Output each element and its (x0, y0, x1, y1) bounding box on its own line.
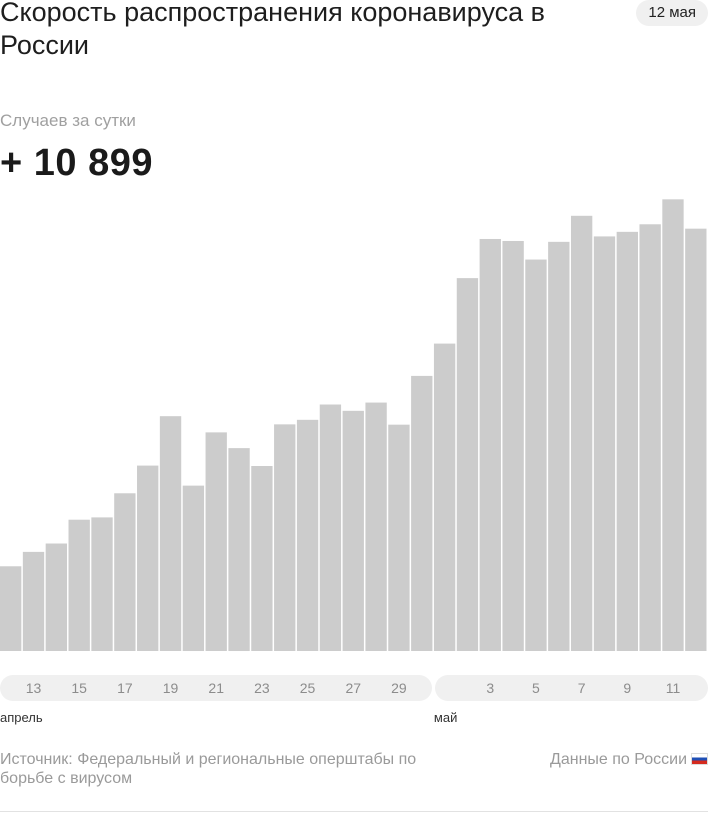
x-tick-label: 13 (25, 680, 42, 696)
russia-flag-icon (691, 753, 708, 765)
bar-chart (0, 199, 707, 652)
april-axis-pill[interactable] (0, 675, 432, 701)
x-axis: 13 15 17 19 21 23 25 27 29 3 5 7 9 11 (0, 675, 708, 701)
x-tick-label: 3 (486, 680, 495, 696)
x-tick-label: 15 (71, 680, 87, 696)
x-tick-label: 19 (162, 680, 179, 696)
bottom-divider (0, 811, 708, 812)
bar-14[interactable] (296, 419, 319, 651)
bar-2[interactable] (22, 551, 45, 651)
bar-25[interactable] (548, 241, 570, 651)
bar-24[interactable] (525, 259, 547, 651)
may-axis-pill[interactable] (434, 675, 708, 701)
bar-11[interactable] (228, 448, 250, 652)
country-label: Данные по России (550, 751, 687, 768)
x-tick-label: 29 (391, 680, 407, 696)
bar-13[interactable] (274, 424, 296, 651)
x-tick-label: 25 (299, 680, 316, 696)
month-label-april: апрель (0, 710, 43, 725)
x-tick-label: 11 (665, 680, 681, 696)
bar-29[interactable] (639, 224, 661, 651)
bar-17[interactable] (365, 402, 387, 651)
x-tick-label: 7 (577, 680, 586, 696)
x-tick-label: 21 (208, 680, 224, 696)
date-badge[interactable]: 12 мая (636, 0, 708, 26)
bar-21[interactable] (456, 278, 479, 651)
bar-12[interactable] (251, 466, 273, 651)
country-note: Данные по России (550, 750, 708, 769)
bar-3[interactable] (45, 543, 68, 651)
source-note: Источник: Федеральный и региональные опе… (0, 751, 417, 787)
bar-5[interactable] (91, 517, 113, 651)
x-tick-label: 9 (623, 680, 632, 696)
month-label-may: май (433, 710, 458, 725)
bar-10[interactable] (205, 432, 227, 651)
bar-23[interactable] (502, 240, 524, 652)
bar-18[interactable] (388, 424, 410, 651)
bar-28[interactable] (616, 231, 638, 651)
x-tick-label: 23 (254, 680, 270, 696)
daily-cases-value: + 10 899 (0, 142, 153, 184)
bar-4[interactable] (68, 519, 90, 651)
bar-9[interactable] (182, 485, 205, 652)
chart-title: Скорость распространения коронавируса в … (0, 0, 546, 60)
chart-subtitle: Случаев за сутки (0, 111, 136, 130)
bar-7[interactable] (137, 465, 159, 651)
bar-26[interactable] (570, 215, 593, 652)
bar-30[interactable] (662, 199, 684, 651)
bar-8[interactable] (159, 416, 182, 651)
bar-19[interactable] (411, 375, 433, 651)
bar-22[interactable] (479, 238, 501, 651)
bar-31[interactable] (685, 228, 707, 651)
x-tick-label: 5 (532, 680, 540, 696)
bar-15[interactable] (319, 404, 342, 651)
bar-1[interactable] (0, 566, 22, 651)
bar-20[interactable] (433, 343, 456, 651)
bar-6[interactable] (114, 493, 136, 651)
bar-27[interactable] (593, 236, 616, 651)
x-tick-label: 27 (345, 680, 362, 696)
bar-16[interactable] (342, 410, 364, 651)
x-tick-label: 17 (117, 680, 133, 696)
